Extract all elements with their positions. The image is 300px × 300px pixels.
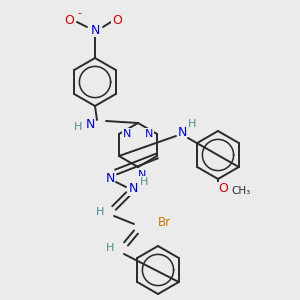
Text: N: N: [145, 129, 153, 139]
Text: N: N: [90, 23, 100, 37]
Text: N: N: [85, 118, 95, 131]
Text: H: H: [106, 243, 114, 253]
Text: O: O: [64, 14, 74, 26]
Text: H: H: [140, 177, 148, 187]
Text: Br: Br: [158, 215, 171, 229]
Text: H: H: [188, 119, 196, 129]
Text: N: N: [105, 172, 115, 184]
Text: O: O: [218, 182, 228, 196]
Text: N: N: [138, 170, 146, 180]
Text: O: O: [112, 14, 122, 26]
Text: N: N: [177, 125, 187, 139]
Text: H: H: [96, 207, 104, 217]
Text: N: N: [128, 182, 138, 196]
Text: N: N: [123, 129, 131, 139]
Text: -: -: [77, 8, 81, 18]
Text: CH₃: CH₃: [231, 186, 250, 196]
Text: H: H: [74, 122, 82, 132]
